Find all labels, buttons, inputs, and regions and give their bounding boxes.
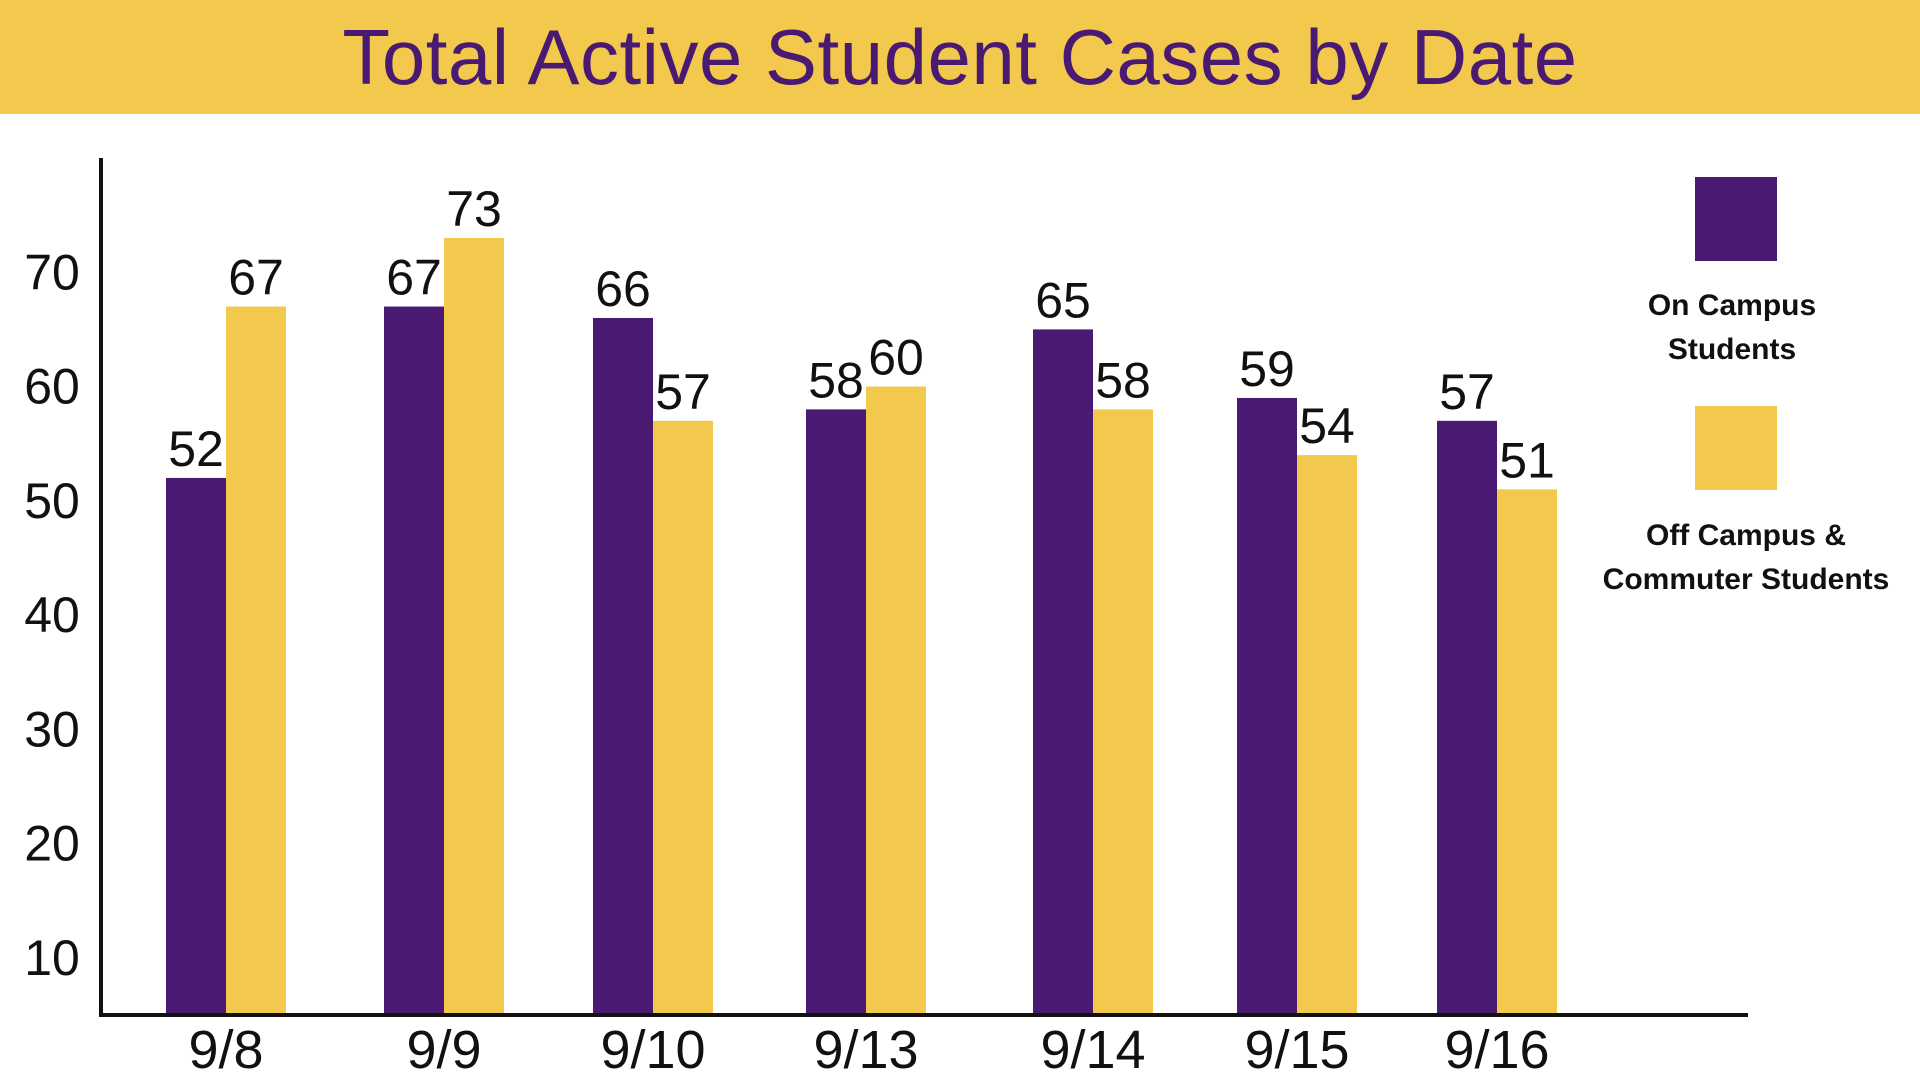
title-band: Total Active Student Cases by Date [0, 0, 1920, 114]
legend-swatch-on-campus [1695, 177, 1777, 261]
x-tick-label: 9/8 [188, 1020, 263, 1080]
bar-on-campus [1237, 397, 1297, 1016]
x-tick-label: 9/15 [1244, 1020, 1349, 1080]
y-tick-label: 30 [24, 701, 80, 757]
x-tick-label: 9/9 [406, 1020, 481, 1080]
data-label-off-campus: 60 [868, 330, 924, 386]
data-label-off-campus: 58 [1095, 352, 1151, 408]
data-label-on-campus: 58 [808, 352, 864, 408]
data-label-off-campus: 54 [1299, 398, 1355, 454]
data-label-on-campus: 52 [168, 421, 224, 477]
y-tick-label: 50 [24, 473, 80, 529]
bar-off-campus [653, 420, 713, 1015]
data-label-on-campus: 65 [1035, 272, 1091, 328]
data-label-off-campus: 73 [446, 181, 502, 237]
y-tick-label: 70 [24, 244, 80, 300]
legend-swatch-off-campus [1695, 406, 1777, 490]
x-tick-label: 9/10 [600, 1020, 705, 1080]
data-label-on-campus: 66 [595, 261, 651, 317]
data-label-off-campus: 51 [1499, 432, 1555, 488]
data-label-on-campus: 57 [1439, 364, 1495, 420]
data-label-on-campus: 59 [1239, 341, 1295, 397]
legend-on-campus-line1: On Campus [1647, 289, 1817, 322]
data-label-off-campus: 67 [228, 250, 284, 306]
bar-off-campus [1497, 489, 1557, 1016]
bar-on-campus [166, 477, 226, 1015]
bar-off-campus [444, 237, 504, 1015]
bar-on-campus [384, 306, 444, 1016]
chart-title: Total Active Student Cases by Date [342, 12, 1578, 101]
bar-on-campus [593, 317, 653, 1015]
x-tick-label: 9/16 [1444, 1020, 1549, 1080]
legend-label-on-campus: On Campus Students [1572, 284, 1892, 372]
bar-off-campus [1093, 409, 1153, 1015]
x-tick-label: 9/14 [1040, 1020, 1145, 1080]
y-tick-label: 40 [24, 587, 80, 643]
legend-off-campus-line1: Off Campus & [1645, 519, 1846, 552]
x-tick-label: 9/13 [813, 1020, 918, 1080]
y-tick-label: 60 [24, 359, 80, 415]
bar-on-campus [1437, 420, 1497, 1015]
bar-off-campus [226, 306, 286, 1016]
y-tick-label: 20 [24, 816, 80, 872]
bar-on-campus [1033, 329, 1093, 1015]
y-tick-label: 10 [24, 930, 80, 986]
bar-off-campus [866, 386, 926, 1015]
bar-off-campus [1297, 455, 1357, 1015]
data-label-on-campus: 67 [386, 250, 442, 306]
data-label-off-campus: 57 [655, 364, 711, 420]
legend-off-campus-line2: Commuter Students [1602, 563, 1890, 596]
bar-on-campus [806, 409, 866, 1015]
legend-on-campus-line2: Students [1667, 333, 1797, 366]
legend-label-off-campus: Off Campus & Commuter Students [1586, 514, 1906, 602]
